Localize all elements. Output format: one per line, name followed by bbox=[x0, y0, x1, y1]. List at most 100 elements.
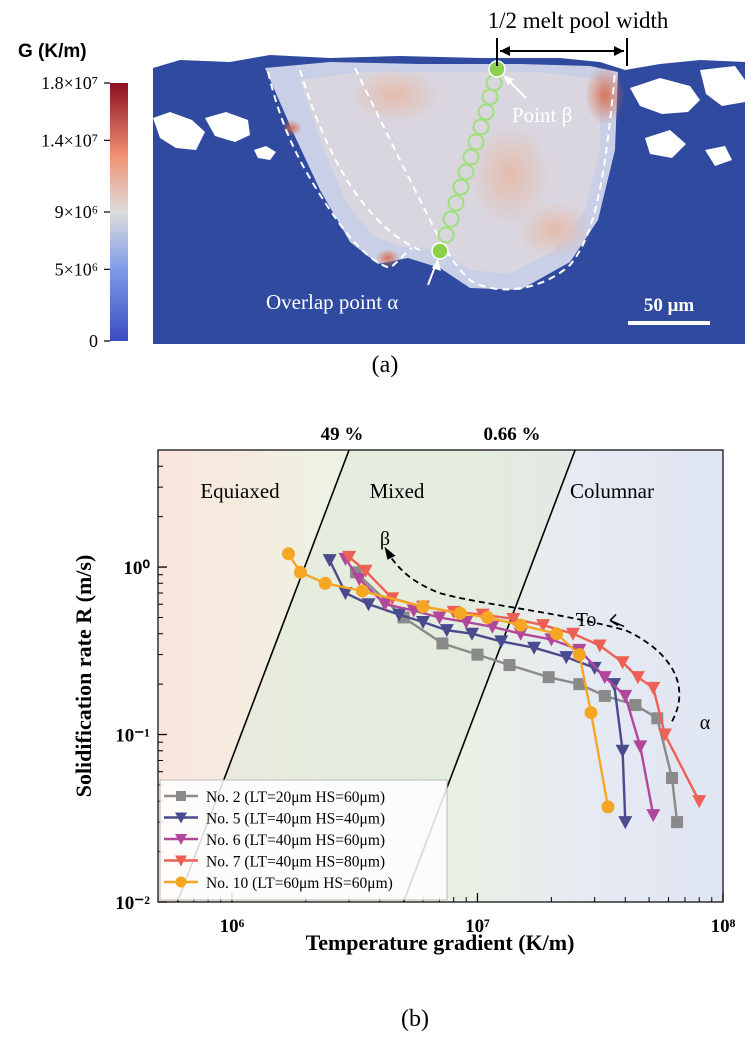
legend-label: No. 5 (LT=40μm HS=40μm) bbox=[206, 811, 385, 828]
x-tick-label: 10⁸ bbox=[711, 916, 736, 937]
legend-marker bbox=[175, 812, 187, 824]
colorbar-tick-label: 9×10⁶ bbox=[55, 202, 98, 222]
alpha-pointer-head bbox=[432, 259, 441, 271]
data-point bbox=[646, 681, 661, 695]
path-label-to: To bbox=[576, 609, 597, 631]
data-point bbox=[633, 740, 648, 754]
void-top bbox=[153, 40, 745, 70]
data-point bbox=[542, 671, 555, 684]
data-point bbox=[318, 576, 332, 590]
data-point bbox=[573, 678, 586, 691]
contour-inner-left bbox=[299, 69, 421, 251]
path-circle bbox=[457, 163, 475, 181]
data-point bbox=[355, 584, 369, 598]
path-circle bbox=[452, 178, 470, 196]
width-arrow-head-right bbox=[614, 46, 624, 56]
data-point bbox=[471, 648, 484, 661]
label-point-beta: Point β bbox=[512, 103, 572, 127]
data-point bbox=[392, 608, 407, 622]
data-point bbox=[432, 611, 447, 625]
y-tick-label: 10⁰ bbox=[123, 558, 150, 579]
hot-spot-1 bbox=[350, 67, 440, 123]
y-axis-title: Solidification rate R (m/s) bbox=[71, 555, 96, 798]
colorbar-tick-label: 1.8×10⁷ bbox=[41, 73, 98, 93]
data-point bbox=[572, 648, 586, 662]
panel-b: 10⁶ 10⁷ 10⁸ 10⁻² 10⁻¹ 10⁰ Equiaxed Mixed Colu… bbox=[71, 424, 736, 1032]
data-point bbox=[598, 689, 611, 702]
data-point bbox=[436, 637, 449, 650]
x-axis-title: Temperature gradient (K/m) bbox=[306, 930, 575, 955]
data-point bbox=[338, 586, 353, 600]
sampling-path bbox=[431, 60, 506, 260]
data-point bbox=[513, 627, 528, 641]
point-alpha-marker bbox=[431, 242, 449, 260]
region-columnar: Columnar bbox=[570, 479, 654, 503]
data-point bbox=[692, 795, 707, 809]
path-circle bbox=[447, 194, 465, 212]
data-point bbox=[587, 661, 602, 675]
data-point bbox=[592, 639, 607, 653]
region-mixed: Mixed bbox=[370, 479, 425, 503]
data-point bbox=[459, 615, 474, 629]
series-4 bbox=[282, 547, 615, 814]
scale-bar-label: 50 μm bbox=[644, 295, 695, 316]
melt-pool-map bbox=[153, 40, 745, 344]
legend-label: No. 2 (LT=20μm HS=60μm) bbox=[206, 789, 385, 806]
path-circle bbox=[437, 226, 455, 244]
width-label: 1/2 melt pool width bbox=[488, 8, 669, 33]
colorbar-tick-label: 1.4×10⁷ bbox=[41, 130, 98, 150]
x-tick-label: 10⁶ bbox=[220, 916, 245, 937]
hot-spot-5 bbox=[282, 120, 302, 136]
caption-a: (a) bbox=[372, 352, 399, 378]
x-tick-label: 10⁷ bbox=[465, 916, 490, 937]
colorbar-tick-label: 5×10⁶ bbox=[55, 259, 98, 279]
axis-ticks: 10⁶ 10⁷ 10⁸ 10⁻² 10⁻¹ 10⁰ bbox=[115, 465, 736, 937]
series-line bbox=[355, 571, 679, 823]
data-point bbox=[293, 565, 307, 579]
data-point bbox=[630, 671, 645, 685]
hot-spot-2 bbox=[470, 125, 550, 225]
legend-marker bbox=[175, 834, 187, 845]
legend-marker bbox=[175, 876, 187, 888]
data-point bbox=[342, 550, 357, 564]
data-point bbox=[615, 656, 630, 670]
data-point bbox=[453, 606, 467, 620]
series-1 bbox=[322, 554, 633, 830]
beta-pointer-head bbox=[503, 75, 514, 85]
legend-label: No. 10 (LT=60μm HS=60μm) bbox=[206, 875, 393, 892]
void-right-4 bbox=[705, 146, 732, 166]
data-point bbox=[566, 627, 581, 641]
legend: No. 2 (LT=20μm HS=60μm) No. 5 (LT=40μm HS… bbox=[159, 779, 448, 901]
colorbar bbox=[110, 83, 128, 341]
data-point bbox=[503, 659, 516, 672]
plot-frame bbox=[157, 449, 724, 903]
width-arrow-head-left bbox=[500, 46, 510, 56]
path-circle bbox=[467, 133, 485, 151]
data-point bbox=[415, 615, 430, 629]
data-point bbox=[464, 627, 479, 641]
legend-marker bbox=[176, 791, 186, 801]
data-point bbox=[322, 554, 337, 568]
data-point bbox=[377, 598, 392, 612]
contour-pool-boundary bbox=[354, 67, 616, 291]
data-point bbox=[597, 671, 612, 685]
path-label-beta: β bbox=[380, 528, 390, 550]
legend-box bbox=[159, 779, 448, 901]
path-circle bbox=[472, 118, 490, 136]
data-point bbox=[352, 572, 367, 586]
data-point bbox=[618, 816, 633, 830]
panel-a: G (K/m) 1.8×10⁷ 1.4×10⁷ 9×10⁶ 5×10⁶ 0 bbox=[18, 8, 745, 378]
data-point bbox=[439, 624, 454, 638]
void-left-1 bbox=[153, 112, 205, 150]
data-point bbox=[361, 598, 376, 612]
data-point bbox=[550, 627, 564, 641]
data-point bbox=[485, 620, 500, 634]
data-point bbox=[615, 744, 630, 758]
contour-outer-left bbox=[267, 71, 413, 270]
void-right-3 bbox=[645, 130, 686, 158]
legend-marker bbox=[175, 855, 187, 867]
path-circle bbox=[442, 210, 460, 228]
data-point bbox=[618, 689, 633, 703]
data-point bbox=[601, 800, 615, 814]
